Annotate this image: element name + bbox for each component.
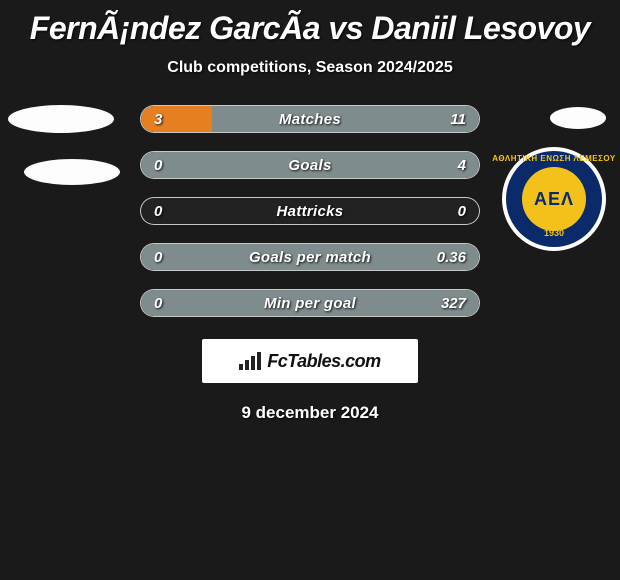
stat-row: 0327Min per goal	[140, 289, 480, 317]
left-badge-placeholder-2	[24, 159, 120, 185]
left-badge-placeholder-1	[8, 105, 114, 133]
right-badge-placeholder	[550, 107, 606, 129]
crest-ring-text: ΑΘΛΗΤΙΚΗ ΕΝΩΣΗ ΛΕΜΕΣΟΥ	[492, 154, 615, 163]
brand-main: FcTables	[267, 351, 340, 371]
crest-year: 1930	[544, 228, 564, 238]
brand-suffix: .com	[341, 351, 381, 371]
crest-outer-circle: ΑΘΛΗΤΙΚΗ ΕΝΩΣΗ ΛΕΜΕΣΟΥ ΑΕΛ 1930	[502, 147, 606, 251]
right-club-crest: ΑΘΛΗΤΙΚΗ ΕΝΩΣΗ ΛΕΜΕΣΟΥ ΑΕΛ 1930	[502, 147, 606, 251]
stat-label: Min per goal	[140, 295, 480, 312]
stat-row: 00Hattricks	[140, 197, 480, 225]
brand-bars-icon	[239, 352, 261, 370]
date: 9 december 2024	[0, 403, 620, 423]
comparison-infographic: FernÃ¡ndez GarcÃ­a vs Daniil Lesovoy Clu…	[0, 0, 620, 423]
stat-row: 00.36Goals per match	[140, 243, 480, 271]
crest-center-text: ΑΕΛ	[534, 189, 574, 210]
stat-label: Goals per match	[140, 249, 480, 266]
stat-label: Matches	[140, 111, 480, 128]
crest-inner-circle: ΑΕΛ	[522, 167, 586, 231]
crest-ring: ΑΘΛΗΤΙΚΗ ΕΝΩΣΗ ΛΕΜΕΣΟΥ ΑΕΛ 1930	[506, 151, 602, 247]
stat-row: 04Goals	[140, 151, 480, 179]
brand-text: FcTables.com	[267, 351, 380, 372]
stats-area: ΑΘΛΗΤΙΚΗ ΕΝΩΣΗ ΛΕΜΕΣΟΥ ΑΕΛ 1930 311Match…	[0, 105, 620, 317]
stat-label: Goals	[140, 157, 480, 174]
subtitle: Club competitions, Season 2024/2025	[0, 59, 620, 77]
stat-row: 311Matches	[140, 105, 480, 133]
footer-brand: FcTables.com	[202, 339, 418, 383]
page-title: FernÃ¡ndez GarcÃ­a vs Daniil Lesovoy	[0, 10, 620, 47]
stat-label: Hattricks	[140, 203, 480, 220]
